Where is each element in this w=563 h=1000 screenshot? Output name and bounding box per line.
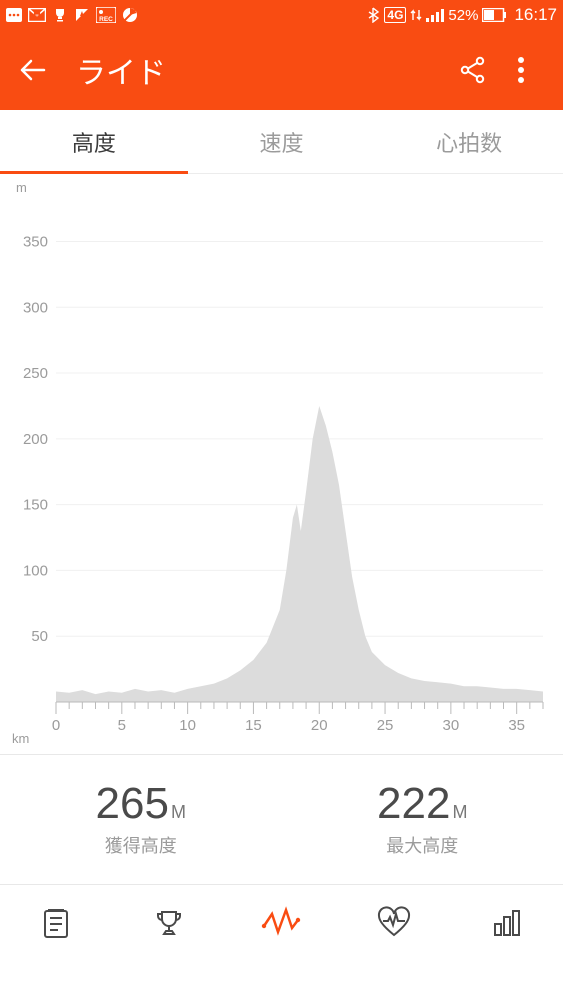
signal-icon [426, 8, 444, 22]
svg-text:150: 150 [23, 497, 48, 514]
svg-text:M: M [33, 11, 41, 21]
share-button[interactable] [449, 55, 497, 85]
mail-icon: M [28, 8, 46, 22]
page-title: ライド [76, 48, 166, 92]
battery-pct: 52% [448, 7, 478, 24]
network-label: 4G [384, 7, 406, 23]
svg-text:200: 200 [23, 431, 48, 448]
stat-elevation-max: 222M 最大高度 [282, 755, 563, 884]
status-right: 4G 52% 16:17 [366, 5, 557, 25]
stat-value: 222 [377, 779, 450, 828]
svg-text:5: 5 [118, 717, 126, 734]
tab-label: 高度 [72, 126, 116, 158]
tab-speed[interactable]: 速度 [188, 110, 376, 173]
disc-icon [122, 7, 138, 23]
svg-text:300: 300 [23, 299, 48, 316]
svg-text:10: 10 [179, 717, 196, 734]
bottom-nav [0, 884, 563, 960]
trophy-icon [52, 7, 68, 23]
stat-label: 最大高度 [386, 832, 458, 858]
rec-icon: REC [96, 7, 116, 23]
svg-text:35: 35 [508, 717, 525, 734]
x-axis-unit: km [12, 731, 29, 746]
svg-text:100: 100 [23, 562, 48, 579]
nav-trophy[interactable] [113, 885, 226, 960]
svg-text:350: 350 [23, 233, 48, 250]
svg-text:REC: REC [99, 16, 113, 23]
tabs: 高度 速度 心拍数 [0, 110, 563, 174]
svg-text:15: 15 [245, 717, 262, 734]
stat-elevation-gain: 265M 獲得高度 [0, 755, 282, 884]
nav-activity[interactable] [225, 885, 338, 960]
stat-value: 265 [96, 779, 169, 828]
nav-stats[interactable] [450, 885, 563, 960]
tab-label: 心拍数 [436, 126, 502, 158]
status-left: M REC [6, 7, 138, 23]
bolt-icon [74, 7, 90, 23]
overflow-menu-button[interactable] [497, 56, 545, 84]
svg-text:20: 20 [311, 717, 328, 734]
svg-text:25: 25 [377, 717, 394, 734]
svg-text:30: 30 [443, 717, 460, 734]
clock: 16:17 [514, 5, 557, 25]
tab-elevation[interactable]: 高度 [0, 110, 188, 173]
stat-label: 獲得高度 [105, 832, 177, 858]
nav-feed[interactable] [0, 885, 113, 960]
bluetooth-icon [366, 7, 380, 23]
app-bar: ライド [0, 30, 563, 110]
battery-icon [482, 8, 506, 22]
tab-heartrate[interactable]: 心拍数 [375, 110, 563, 173]
stat-unit: M [452, 802, 467, 822]
back-button[interactable] [18, 55, 58, 85]
svg-text:250: 250 [23, 365, 48, 382]
stats-row: 265M 獲得高度 222M 最大高度 [0, 754, 563, 884]
svg-text:50: 50 [31, 628, 48, 645]
notification-icon [6, 8, 22, 22]
nav-heart[interactable] [338, 885, 451, 960]
data-arrows-icon [410, 8, 422, 22]
tab-label: 速度 [260, 126, 304, 158]
svg-text:0: 0 [52, 717, 60, 734]
chart-canvas[interactable]: 50 100 150 200 250 300 350 0 5 10 15 20 25 30 35 [12, 182, 551, 742]
elevation-chart: m 50 100 150 200 250 300 350 0 5 10 15 20 25 30 35 km [0, 174, 563, 754]
y-axis-unit: m [16, 180, 27, 195]
status-bar: M REC 4G 52% 16:17 [0, 0, 563, 30]
stat-unit: M [171, 802, 186, 822]
